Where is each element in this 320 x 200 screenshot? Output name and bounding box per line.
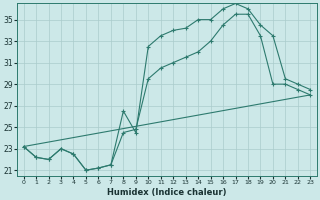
X-axis label: Humidex (Indice chaleur): Humidex (Indice chaleur) (107, 188, 227, 197)
